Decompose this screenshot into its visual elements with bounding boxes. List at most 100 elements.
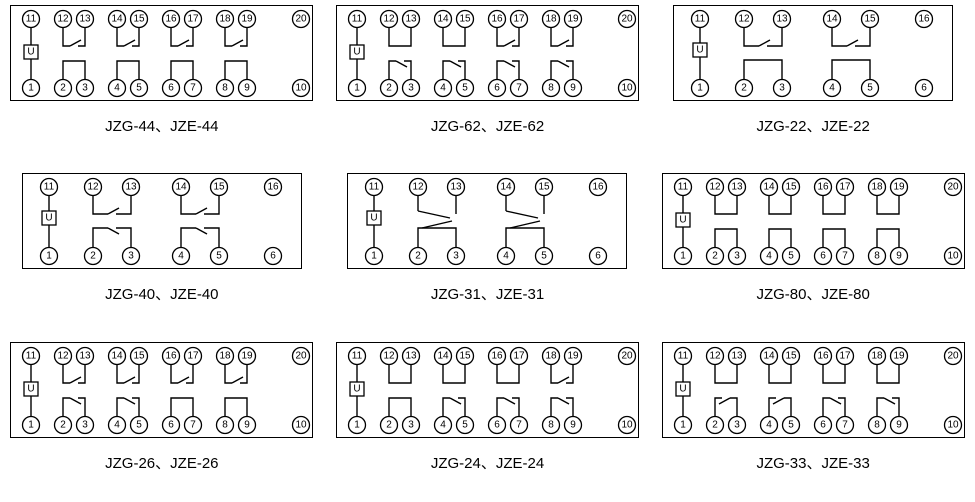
svg-text:11: 11: [352, 14, 363, 25]
svg-text:6: 6: [169, 419, 175, 430]
svg-text:15: 15: [539, 182, 551, 193]
svg-text:9: 9: [570, 83, 576, 94]
svg-text:8: 8: [223, 83, 229, 94]
svg-text:16: 16: [919, 14, 931, 25]
svg-text:13: 13: [777, 14, 789, 25]
svg-text:10: 10: [296, 419, 308, 430]
svg-text:16: 16: [817, 350, 829, 361]
relay-diagram-cell: U1112131415161718192012345678910JZG-80、J…: [656, 173, 970, 333]
svg-text:11: 11: [369, 182, 380, 193]
svg-text:2: 2: [386, 419, 392, 430]
svg-text:2: 2: [712, 419, 718, 430]
svg-text:14: 14: [112, 350, 124, 361]
svg-text:7: 7: [191, 419, 197, 430]
svg-text:13: 13: [731, 182, 743, 193]
svg-text:1: 1: [680, 419, 686, 430]
svg-text:10: 10: [621, 419, 633, 430]
svg-text:6: 6: [820, 419, 826, 430]
diagram-caption: JZG-33、JZE-33: [756, 452, 869, 473]
svg-text:U: U: [679, 215, 686, 226]
svg-text:1: 1: [680, 251, 686, 262]
diagram-caption: JZG-40、JZE-40: [105, 283, 218, 304]
svg-text:15: 15: [134, 350, 146, 361]
svg-text:5: 5: [542, 251, 548, 262]
svg-text:U: U: [697, 45, 704, 56]
svg-text:3: 3: [454, 251, 460, 262]
svg-text:U: U: [45, 213, 52, 224]
svg-text:9: 9: [245, 419, 251, 430]
relay-diagram-cell: U1112131415161718192012345678910JZG-62、J…: [331, 5, 645, 165]
svg-text:10: 10: [947, 419, 959, 430]
svg-text:6: 6: [596, 251, 602, 262]
svg-text:12: 12: [413, 182, 425, 193]
diagram-caption: JZG-44、JZE-44: [105, 115, 218, 136]
svg-text:9: 9: [570, 419, 576, 430]
svg-text:20: 20: [947, 350, 959, 361]
svg-text:6: 6: [270, 251, 276, 262]
svg-text:9: 9: [896, 419, 902, 430]
svg-text:15: 15: [785, 350, 797, 361]
svg-text:11: 11: [44, 182, 55, 193]
svg-text:6: 6: [494, 419, 500, 430]
svg-text:13: 13: [80, 14, 92, 25]
relay-diagram-cell: U111213141516123456JZG-31、JZE-31: [331, 173, 645, 333]
svg-text:14: 14: [763, 350, 775, 361]
svg-text:1: 1: [372, 251, 378, 262]
svg-text:18: 18: [220, 14, 232, 25]
svg-text:5: 5: [137, 419, 143, 430]
relay-diagram-cell: U1112131415161718192012345678910JZG-26、J…: [5, 342, 319, 502]
svg-text:8: 8: [548, 419, 554, 430]
svg-text:5: 5: [216, 251, 222, 262]
diagram-caption: JZG-62、JZE-62: [431, 115, 544, 136]
svg-text:15: 15: [213, 182, 225, 193]
svg-text:8: 8: [548, 83, 554, 94]
svg-text:14: 14: [437, 350, 449, 361]
svg-text:U: U: [353, 383, 360, 394]
relay-diagram: U111213141516123456: [673, 5, 953, 101]
svg-text:7: 7: [191, 83, 197, 94]
svg-text:14: 14: [763, 182, 775, 193]
svg-text:8: 8: [874, 419, 880, 430]
svg-text:19: 19: [893, 350, 905, 361]
svg-text:7: 7: [842, 419, 848, 430]
svg-text:U: U: [28, 383, 35, 394]
svg-text:11: 11: [26, 350, 37, 361]
relay-diagram: U1112131415161718192012345678910: [662, 173, 965, 269]
svg-text:14: 14: [827, 14, 839, 25]
diagram-caption: JZG-22、JZE-22: [756, 115, 869, 136]
svg-text:2: 2: [61, 419, 67, 430]
svg-text:12: 12: [87, 182, 99, 193]
svg-text:13: 13: [125, 182, 137, 193]
svg-text:3: 3: [408, 419, 414, 430]
svg-text:2: 2: [90, 251, 96, 262]
svg-text:8: 8: [223, 419, 229, 430]
svg-text:16: 16: [166, 14, 178, 25]
svg-text:18: 18: [871, 182, 883, 193]
svg-text:U: U: [679, 383, 686, 394]
svg-text:17: 17: [188, 350, 200, 361]
svg-text:10: 10: [947, 251, 959, 262]
svg-text:6: 6: [494, 83, 500, 94]
svg-text:5: 5: [462, 419, 468, 430]
diagram-grid: U1112131415161718192012345678910JZG-44、J…: [0, 0, 975, 502]
svg-text:19: 19: [567, 14, 579, 25]
svg-text:17: 17: [513, 350, 525, 361]
svg-text:U: U: [353, 47, 360, 58]
svg-text:15: 15: [459, 14, 471, 25]
svg-text:6: 6: [820, 251, 826, 262]
svg-text:1: 1: [354, 419, 360, 430]
svg-text:16: 16: [166, 350, 178, 361]
svg-text:15: 15: [865, 14, 877, 25]
svg-text:2: 2: [712, 251, 718, 262]
relay-diagram: U111213141516123456: [347, 173, 627, 269]
svg-text:12: 12: [709, 182, 721, 193]
diagram-caption: JZG-31、JZE-31: [431, 283, 544, 304]
svg-text:5: 5: [137, 83, 143, 94]
svg-text:14: 14: [175, 182, 187, 193]
svg-text:11: 11: [695, 14, 706, 25]
svg-text:20: 20: [947, 182, 959, 193]
relay-diagram: U1112131415161718192012345678910: [336, 342, 639, 438]
svg-text:13: 13: [405, 350, 417, 361]
diagram-caption: JZG-80、JZE-80: [756, 283, 869, 304]
diagram-caption: JZG-26、JZE-26: [105, 452, 218, 473]
